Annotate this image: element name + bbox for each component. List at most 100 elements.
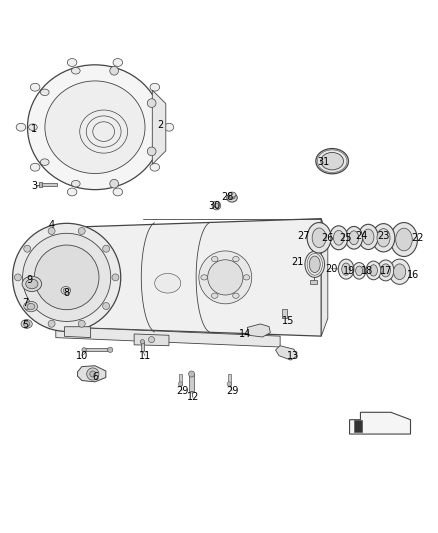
Ellipse shape [349,231,359,245]
Polygon shape [276,346,297,360]
Text: 9: 9 [27,274,33,285]
Text: 22: 22 [411,233,423,243]
Ellipse shape [372,224,395,252]
Text: 31: 31 [317,157,329,167]
Text: 2: 2 [157,120,163,130]
Ellipse shape [212,256,218,262]
Ellipse shape [28,65,162,190]
Circle shape [24,245,31,252]
Ellipse shape [13,223,121,332]
Bar [141,342,144,351]
Ellipse shape [47,225,51,329]
Ellipse shape [228,192,236,197]
Polygon shape [247,324,270,337]
Circle shape [90,371,96,377]
Bar [84,349,110,351]
Ellipse shape [16,123,26,131]
Ellipse shape [366,261,381,280]
Circle shape [102,303,110,310]
Ellipse shape [307,223,331,253]
Ellipse shape [40,159,49,165]
Circle shape [212,201,221,210]
Polygon shape [47,219,321,336]
Ellipse shape [63,288,68,293]
Polygon shape [56,327,280,347]
Circle shape [78,320,85,327]
Circle shape [147,99,156,108]
Ellipse shape [30,83,40,91]
Circle shape [87,368,99,380]
Ellipse shape [342,263,350,275]
Text: 3: 3 [31,181,37,191]
Ellipse shape [113,188,123,196]
Text: 17: 17 [380,266,393,276]
Circle shape [108,347,113,352]
Text: 30: 30 [208,200,221,211]
Bar [311,279,318,284]
Text: 4: 4 [48,220,54,230]
Polygon shape [134,334,169,346]
Ellipse shape [26,279,38,289]
Ellipse shape [45,81,145,174]
Ellipse shape [312,228,326,247]
Ellipse shape [71,68,80,74]
Ellipse shape [305,251,325,277]
Ellipse shape [150,163,159,171]
Ellipse shape [377,229,390,247]
Text: 12: 12 [187,392,199,402]
Ellipse shape [321,152,343,170]
Text: 16: 16 [406,270,419,280]
Ellipse shape [23,233,111,321]
Text: 19: 19 [343,266,356,276]
Ellipse shape [40,89,49,95]
Ellipse shape [333,230,344,245]
Bar [39,182,42,187]
Ellipse shape [233,256,239,262]
Ellipse shape [396,228,412,251]
Circle shape [82,348,86,352]
Circle shape [112,274,119,281]
Ellipse shape [23,321,30,327]
Text: 5: 5 [22,320,28,330]
Circle shape [140,340,145,344]
Bar [189,374,194,391]
Ellipse shape [212,293,218,298]
Circle shape [24,303,31,310]
Ellipse shape [22,276,42,292]
Ellipse shape [28,124,37,131]
Ellipse shape [389,259,410,284]
Ellipse shape [378,260,394,281]
Text: 25: 25 [339,233,351,243]
Circle shape [48,228,55,235]
Text: 1: 1 [31,124,37,134]
Circle shape [48,320,55,327]
Ellipse shape [227,193,237,202]
Polygon shape [350,413,410,434]
Text: 15: 15 [283,316,295,326]
Ellipse shape [61,287,71,294]
Ellipse shape [67,188,77,196]
Ellipse shape [370,265,378,276]
Ellipse shape [391,223,417,256]
Bar [228,374,231,385]
Ellipse shape [208,260,243,295]
Ellipse shape [34,245,99,310]
Ellipse shape [71,181,80,187]
Circle shape [178,382,183,386]
Ellipse shape [150,83,159,91]
Text: 8: 8 [64,288,70,297]
Text: 20: 20 [325,264,337,273]
Circle shape [14,274,21,281]
Text: 23: 23 [377,231,390,241]
Polygon shape [321,219,328,336]
Circle shape [227,382,231,386]
Ellipse shape [309,256,320,272]
Text: 10: 10 [76,351,88,361]
Ellipse shape [243,275,250,280]
Text: 14: 14 [239,329,251,339]
Ellipse shape [21,320,32,328]
Text: 29: 29 [176,385,188,395]
Text: 24: 24 [356,231,368,241]
Ellipse shape [113,59,123,67]
Ellipse shape [233,293,239,298]
